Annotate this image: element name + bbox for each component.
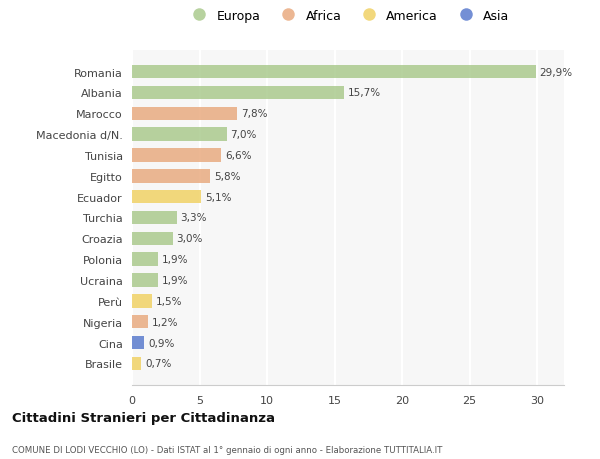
- Text: 15,7%: 15,7%: [348, 88, 381, 98]
- Bar: [132, 86, 344, 100]
- Text: 5,1%: 5,1%: [205, 192, 232, 202]
- Text: 0,9%: 0,9%: [148, 338, 175, 348]
- Text: 1,5%: 1,5%: [156, 296, 183, 306]
- Bar: [132, 294, 152, 308]
- Text: 3,3%: 3,3%: [181, 213, 207, 223]
- Bar: [132, 315, 148, 329]
- Text: 1,9%: 1,9%: [162, 275, 188, 285]
- Text: 0,7%: 0,7%: [146, 358, 172, 369]
- Bar: [132, 274, 158, 287]
- Text: 3,0%: 3,0%: [176, 234, 203, 244]
- Text: Cittadini Stranieri per Cittadinanza: Cittadini Stranieri per Cittadinanza: [12, 412, 275, 425]
- Text: 1,2%: 1,2%: [152, 317, 179, 327]
- Text: 1,9%: 1,9%: [162, 255, 188, 264]
- Bar: [132, 149, 221, 162]
- Bar: [132, 170, 211, 183]
- Bar: [132, 190, 201, 204]
- Text: 5,8%: 5,8%: [214, 172, 241, 181]
- Text: 29,9%: 29,9%: [540, 67, 573, 78]
- Text: 7,0%: 7,0%: [230, 130, 257, 140]
- Bar: [132, 336, 144, 350]
- Text: COMUNE DI LODI VECCHIO (LO) - Dati ISTAT al 1° gennaio di ogni anno - Elaborazio: COMUNE DI LODI VECCHIO (LO) - Dati ISTAT…: [12, 445, 442, 454]
- Bar: [132, 253, 158, 266]
- Legend: Europa, Africa, America, Asia: Europa, Africa, America, Asia: [187, 10, 509, 23]
- Bar: [132, 128, 227, 142]
- Bar: [132, 107, 238, 121]
- Bar: [132, 232, 173, 246]
- Text: 6,6%: 6,6%: [225, 151, 251, 161]
- Bar: [132, 211, 176, 225]
- Bar: [132, 66, 536, 79]
- Text: 7,8%: 7,8%: [241, 109, 268, 119]
- Bar: [132, 357, 142, 370]
